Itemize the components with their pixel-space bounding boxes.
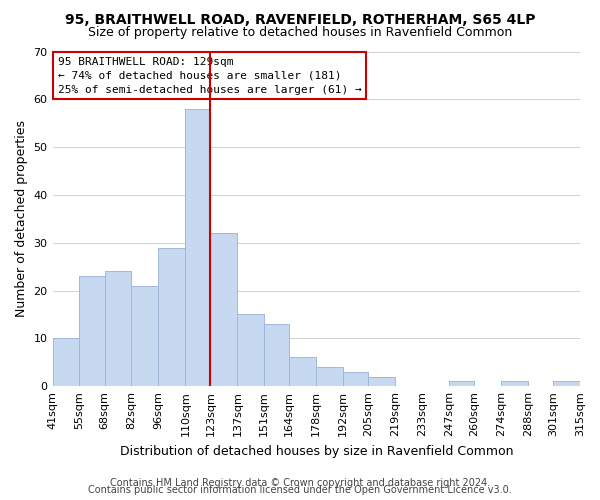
Y-axis label: Number of detached properties: Number of detached properties: [15, 120, 28, 318]
Bar: [104, 272, 131, 386]
Bar: [185, 109, 211, 386]
Bar: [449, 382, 474, 386]
Bar: [211, 233, 238, 386]
Text: 95 BRAITHWELL ROAD: 129sqm
← 74% of detached houses are smaller (181)
25% of sem: 95 BRAITHWELL ROAD: 129sqm ← 74% of deta…: [58, 56, 362, 94]
Bar: [79, 276, 104, 386]
Text: Contains public sector information licensed under the Open Government Licence v3: Contains public sector information licen…: [88, 485, 512, 495]
Bar: [343, 372, 368, 386]
Bar: [368, 376, 395, 386]
Bar: [289, 358, 316, 386]
Text: Size of property relative to detached houses in Ravenfield Common: Size of property relative to detached ho…: [88, 26, 512, 39]
Bar: [158, 248, 185, 386]
Text: Contains HM Land Registry data © Crown copyright and database right 2024.: Contains HM Land Registry data © Crown c…: [110, 478, 490, 488]
Bar: [264, 324, 289, 386]
Bar: [131, 286, 158, 386]
Bar: [553, 382, 580, 386]
Bar: [238, 314, 264, 386]
Text: 95, BRAITHWELL ROAD, RAVENFIELD, ROTHERHAM, S65 4LP: 95, BRAITHWELL ROAD, RAVENFIELD, ROTHERH…: [65, 12, 535, 26]
Bar: [53, 338, 79, 386]
Bar: [316, 367, 343, 386]
Bar: [501, 382, 528, 386]
X-axis label: Distribution of detached houses by size in Ravenfield Common: Distribution of detached houses by size …: [119, 444, 513, 458]
